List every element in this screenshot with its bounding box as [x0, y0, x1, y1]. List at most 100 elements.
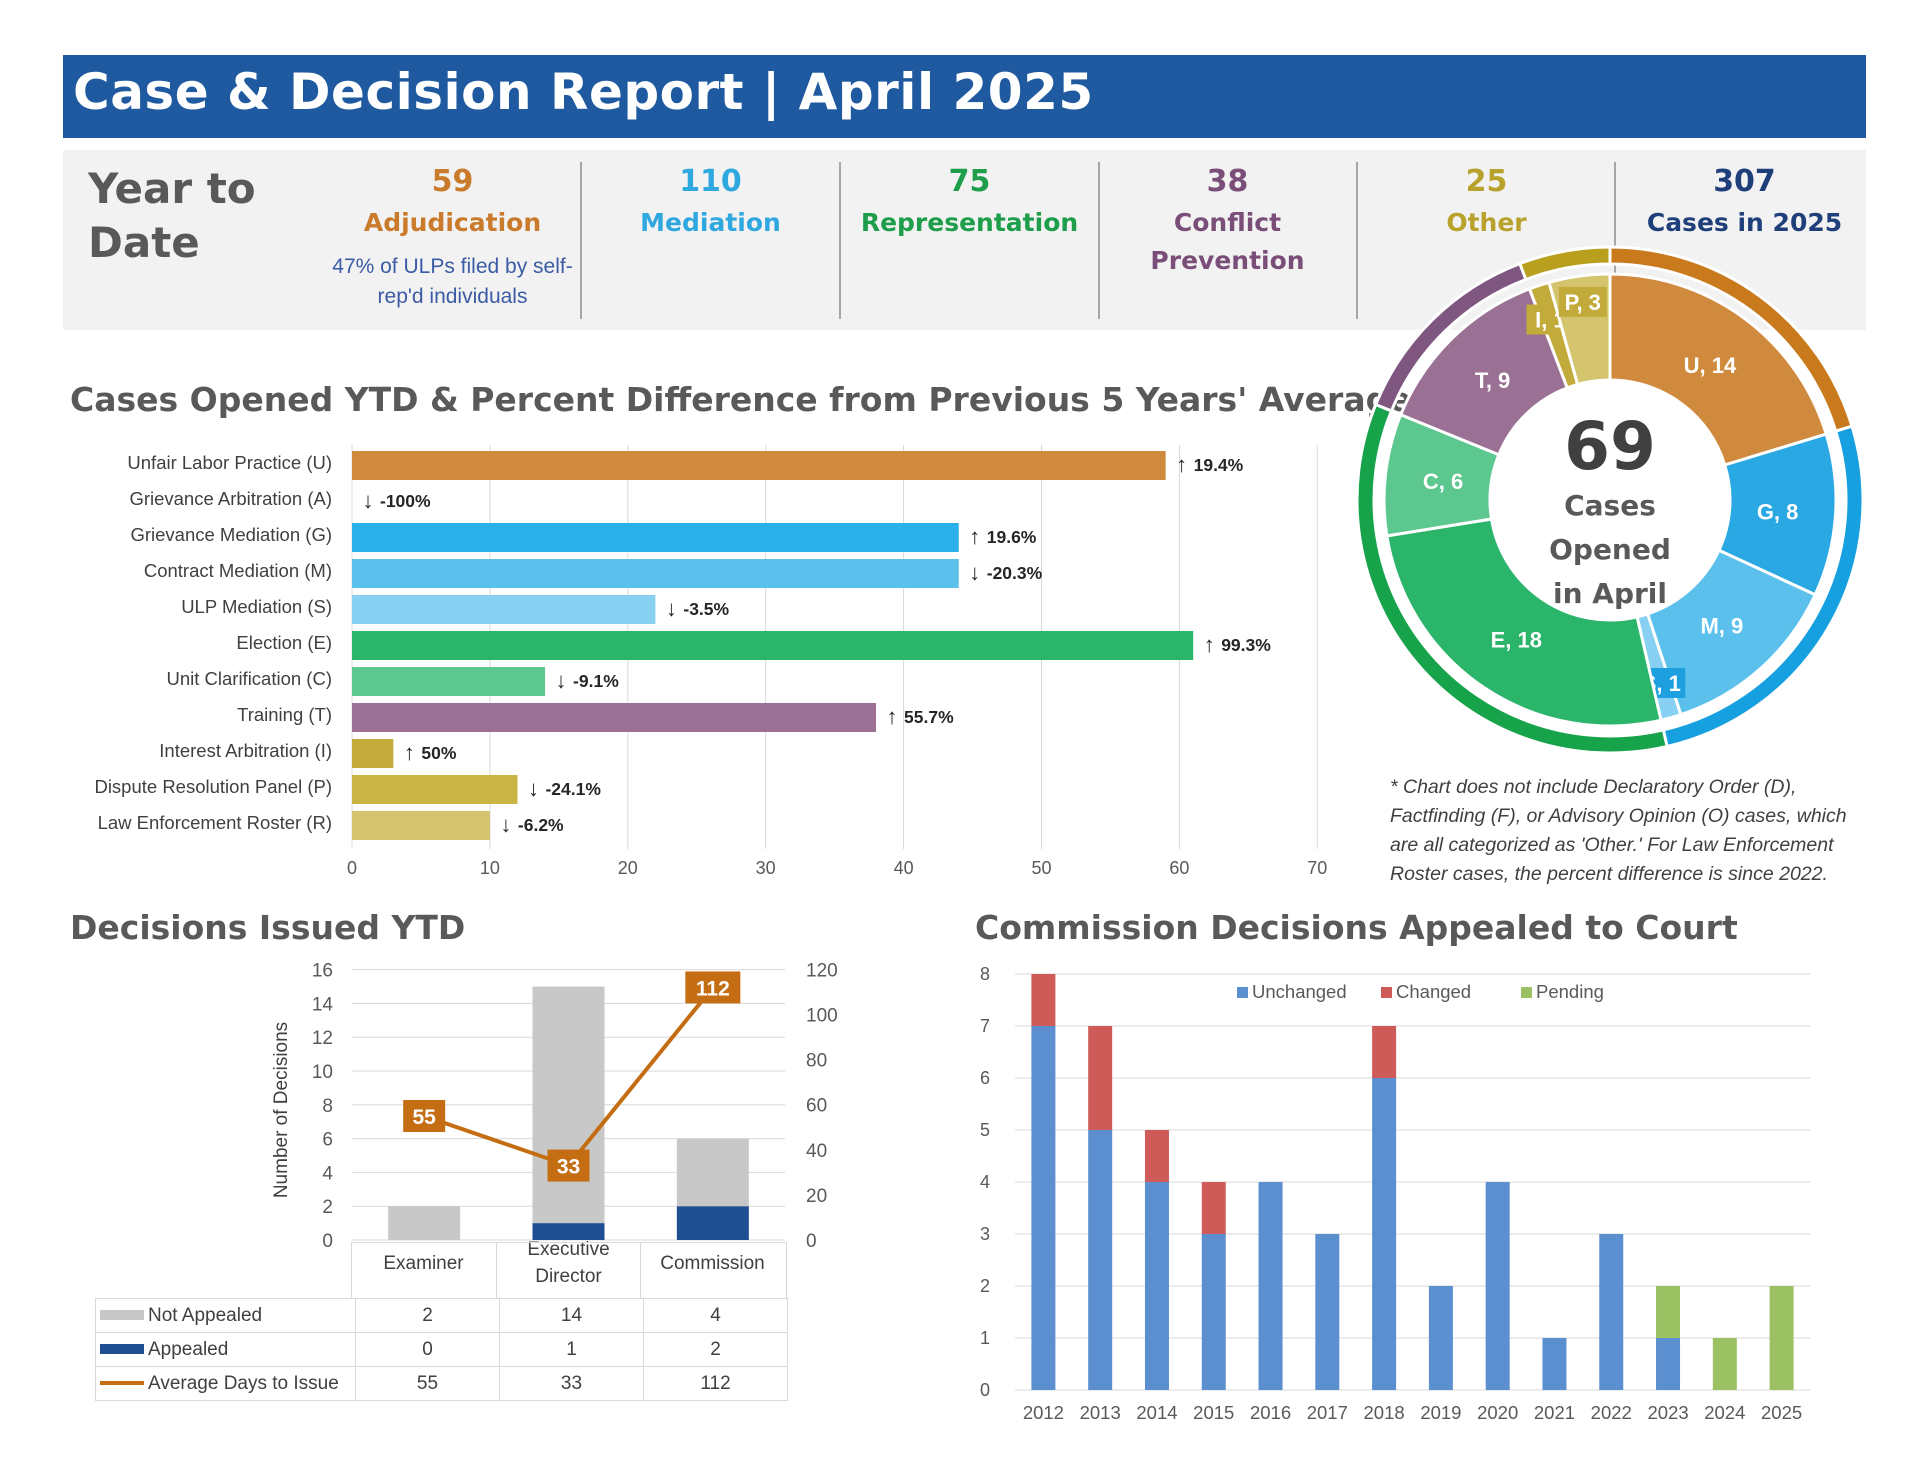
- table-divider: [496, 1242, 497, 1298]
- cases-opened-bar-chart: 0 10 20 30 40 50 60 70 Unfair Labor Practice (U)…: [94, 445, 1327, 878]
- bar-segment: [1031, 1026, 1056, 1390]
- line-data-label: 55: [412, 1106, 436, 1129]
- category-header: Executive Director: [527, 1239, 610, 1287]
- y-category-label: Unfair Labor Practice (U): [127, 452, 332, 473]
- bar-segment: [1144, 1182, 1169, 1390]
- bar-segment: [1088, 1130, 1113, 1390]
- bar: [352, 631, 1194, 660]
- table-cell: 2: [643, 1332, 788, 1367]
- row-label: Average Days to Issue: [95, 1366, 356, 1401]
- x-tick-label: 60: [1169, 858, 1189, 878]
- slice-label: G, 8: [1757, 499, 1799, 524]
- legend-label: Unchanged: [1252, 981, 1347, 1002]
- bar-segment: [1201, 1182, 1226, 1234]
- y-category-label: ULP Mediation (S): [181, 596, 332, 617]
- y-tick-label: 0: [322, 1231, 333, 1250]
- bar: [352, 667, 546, 696]
- x-tick-label: 2020: [1477, 1402, 1518, 1423]
- y-tick-label: 0: [980, 1380, 990, 1400]
- slice-label: U, 14: [1684, 353, 1737, 378]
- arrow-up-icon: ↑: [1176, 452, 1187, 477]
- legend-swatch: [100, 1310, 144, 1321]
- bar-segment: [1656, 1338, 1681, 1390]
- y-category-label: Grievance Mediation (G): [130, 524, 332, 545]
- table-cell: 33: [499, 1366, 644, 1401]
- pct-diff-label: -24.1%: [545, 779, 601, 799]
- bar-appealed: [532, 1223, 605, 1240]
- report-title-bar: Case & Decision Report | April 2025: [63, 55, 1866, 138]
- y-tick-label: 4: [980, 1172, 990, 1192]
- y-category-label: Unit Clarification (C): [166, 668, 332, 689]
- slice-label: E, 18: [1491, 627, 1542, 652]
- donut-center: 69 Cases Opened in April: [1500, 410, 1720, 616]
- y-tick-label: 4: [322, 1163, 333, 1184]
- x-tick-label: 50: [1031, 858, 1051, 878]
- y-tick-label: 7: [980, 1016, 990, 1036]
- x-tick-label: 70: [1307, 858, 1327, 878]
- stat-conflict-prevention: 38 Conflict Prevention: [1099, 160, 1356, 280]
- table-header-frame: [351, 1242, 787, 1299]
- bar: [352, 739, 394, 768]
- x-tick-label: 2019: [1420, 1402, 1461, 1423]
- bar-not-appealed: [676, 1138, 749, 1207]
- y2-tick-label: 120: [806, 960, 838, 981]
- bar-segment: [1428, 1286, 1453, 1390]
- bar-segment: [1542, 1338, 1567, 1390]
- x-tick-label: 2018: [1364, 1402, 1405, 1423]
- legend-swatch: [1237, 987, 1248, 998]
- bar-segment: [1315, 1234, 1340, 1390]
- slice-label: C, 6: [1423, 469, 1463, 494]
- x-tick-label: 20: [618, 858, 638, 878]
- legend-label: Changed: [1396, 981, 1471, 1002]
- stat-value: 75: [948, 164, 991, 199]
- decisions-data-table: Not Appealed 2 14 4 Appealed 0 1 2 Avera…: [95, 1298, 788, 1401]
- table-cell: 4: [643, 1298, 788, 1333]
- report-title: Case & Decision Report | April 2025: [73, 63, 1094, 121]
- stat-value: 307: [1713, 164, 1776, 199]
- line-data-label: 33: [557, 1156, 580, 1179]
- stat-label: Other: [1446, 208, 1527, 237]
- arrow-up-icon: ↑: [887, 704, 898, 729]
- bar: [352, 559, 959, 588]
- slice-label-box: [1558, 286, 1607, 317]
- row-label: Not Appealed: [95, 1298, 356, 1333]
- y-category-label: Law Enforcement Roster (R): [98, 812, 332, 833]
- x-tick-label: 2023: [1647, 1402, 1688, 1423]
- y2-tick-label: 60: [806, 1096, 827, 1117]
- bar-appealed: [676, 1206, 749, 1240]
- table-cell: 55: [355, 1366, 500, 1401]
- pct-diff-label: 50%: [421, 743, 456, 763]
- bar-segment: [1712, 1338, 1737, 1390]
- cases-donut-chart: U, 14G, 8M, 9S, 1E, 18C, 6T, 9I, 1P, 3: [1355, 245, 1865, 755]
- pct-diff-label: -9.1%: [573, 671, 619, 691]
- stat-label: Adjudication: [363, 208, 542, 237]
- stat-divider: [1614, 162, 1616, 319]
- donut-outer-segment: [1517, 245, 1612, 282]
- table-divider: [640, 1242, 641, 1298]
- legend-swatch: [1381, 987, 1392, 998]
- arrow-down-icon: ↓: [666, 596, 677, 621]
- series-name: Not Appealed: [148, 1304, 263, 1326]
- pct-diff-label: 19.6%: [987, 527, 1037, 547]
- bar-segment: [1031, 974, 1056, 1026]
- y-tick-label: 1: [980, 1328, 990, 1348]
- x-tick-label: 2014: [1136, 1402, 1177, 1423]
- bar-segment: [1201, 1234, 1226, 1390]
- stat-mediation: 110 Mediation: [582, 160, 839, 242]
- y-category-label: Contract Mediation (M): [144, 560, 332, 581]
- arrow-down-icon: ↓: [363, 488, 374, 513]
- table-cell: 14: [499, 1298, 644, 1333]
- bar-not-appealed: [532, 986, 605, 1224]
- pct-diff-label: -6.2%: [518, 815, 564, 835]
- series-name: Average Days to Issue: [148, 1372, 339, 1394]
- bar-segment: [1258, 1182, 1283, 1390]
- bar-segment: [1769, 1286, 1794, 1390]
- arrow-down-icon: ↓: [556, 668, 567, 693]
- bar-segment: [1599, 1234, 1624, 1390]
- y-tick-label: 6: [980, 1068, 990, 1088]
- category-header: Commission: [660, 1253, 765, 1274]
- decisions-chart-title: Decisions Issued YTD: [70, 908, 466, 947]
- bar: [352, 451, 1166, 480]
- y-tick-label: 10: [312, 1062, 333, 1083]
- y-category-label: Election (E): [236, 632, 332, 653]
